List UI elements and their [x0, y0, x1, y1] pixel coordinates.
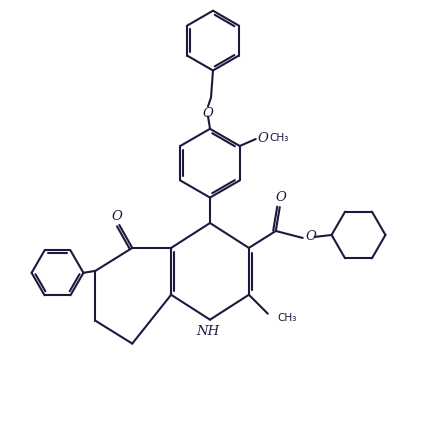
Text: O: O: [275, 190, 286, 203]
Text: O: O: [112, 210, 123, 222]
Text: O: O: [203, 107, 214, 120]
Text: NH: NH: [197, 325, 219, 338]
Text: CH₃: CH₃: [278, 313, 297, 323]
Text: O: O: [306, 231, 316, 243]
Text: O: O: [258, 132, 268, 145]
Text: CH₃: CH₃: [270, 133, 289, 143]
